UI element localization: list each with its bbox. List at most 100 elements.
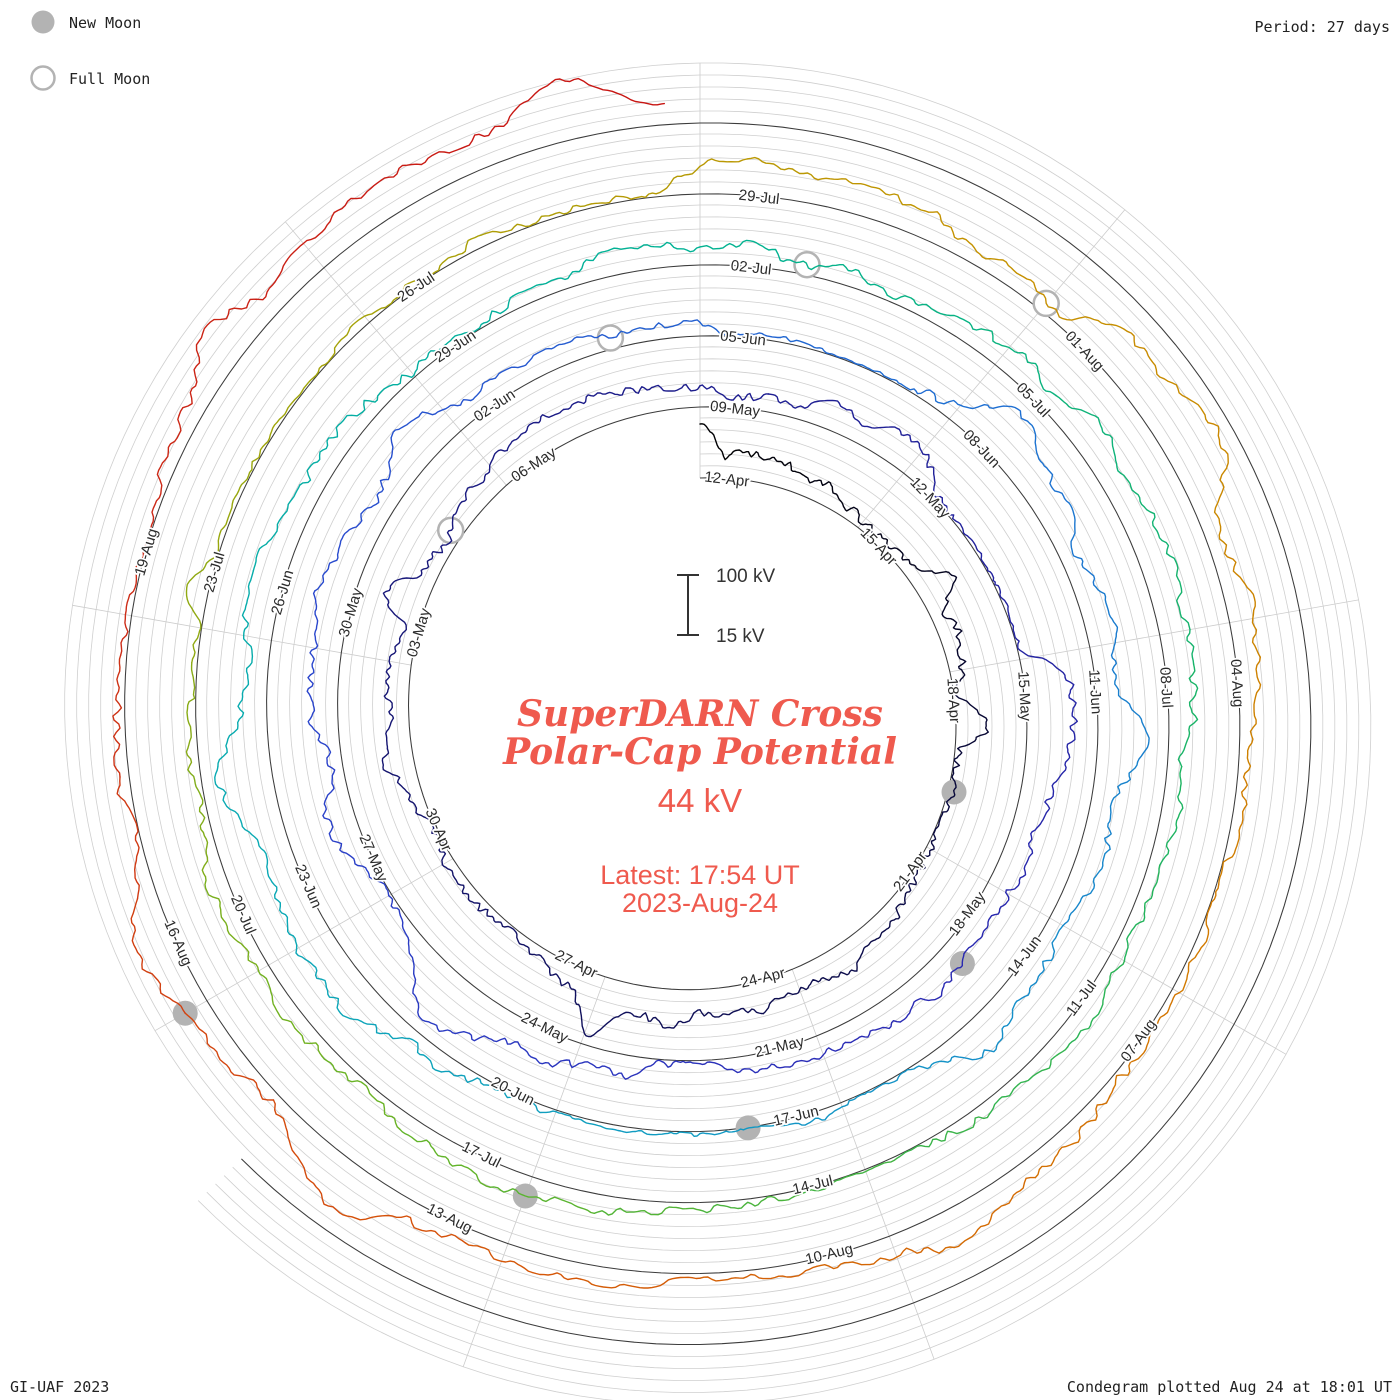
potential-trace-segment [699, 423, 757, 461]
kv-gridline-spiral [88, 86, 1348, 1381]
potential-trace [112, 77, 1262, 1289]
potential-trace-segment [1062, 848, 1111, 927]
potential-trace-segment [699, 1007, 764, 1018]
potential-trace-segment [257, 970, 323, 1057]
potential-trace-segment [699, 1124, 788, 1136]
potential-trace-segment [988, 1046, 1069, 1115]
potential-trace-segment [980, 328, 1057, 397]
potential-trace-segment [896, 1113, 990, 1159]
full-moon-icon [30, 65, 56, 91]
potential-trace-segment [941, 497, 983, 555]
date-label: 15-May [1014, 671, 1034, 722]
potential-trace-segment [295, 948, 362, 1022]
potential-trace-segment [562, 387, 631, 411]
date-label: 11-Jun [1085, 669, 1105, 715]
period-label: Period: 27 days [1255, 18, 1390, 36]
chart-title-line2: Polar-Cap Potential [502, 731, 897, 773]
potential-trace-segment [755, 451, 808, 478]
potential-trace-segment [461, 449, 508, 503]
potential-trace-segment [415, 807, 447, 866]
potential-trace-segment [590, 165, 701, 205]
potential-trace-segment [622, 1059, 701, 1080]
grid-spoke [857, 209, 1126, 528]
potential-trace-segment [428, 501, 463, 561]
potential-trace-segment [844, 1006, 913, 1044]
potential-trace-segment [699, 156, 815, 179]
potential-trace-segment [593, 1206, 701, 1216]
potential-trace-segment [762, 979, 819, 1015]
scale-bar: 100 kV 15 kV [677, 566, 775, 647]
potential-trace-segment [963, 891, 1010, 955]
scale-max-label: 100 kV [716, 566, 775, 587]
potential-trace-segment [388, 895, 415, 975]
potential-trace-segment [699, 239, 798, 264]
latest-value: 44 kV [658, 782, 742, 819]
potential-trace-segment [1066, 960, 1126, 1048]
potential-trace-segment [333, 151, 450, 214]
potential-trace-segment [381, 748, 418, 809]
potential-trace-segment [464, 1242, 581, 1281]
potential-trace-segment [512, 251, 603, 297]
potential-trace-segment [980, 552, 1010, 617]
potential-trace-segment [204, 876, 260, 972]
potential-trace-segment [950, 743, 970, 799]
potential-trace-segment [361, 350, 436, 413]
potential-trace-segment [147, 414, 182, 538]
potential-trace-segment [112, 654, 123, 778]
potential-trace-segment [322, 754, 336, 837]
potential-trace-segment [245, 211, 335, 309]
baseline-spiral [124, 122, 1312, 1346]
potential-trace-segment [309, 590, 319, 676]
potential-trace-segment [120, 536, 150, 656]
potential-trace-segment [1095, 586, 1119, 674]
potential-trace-segment [930, 796, 952, 851]
potential-trace-segment [448, 78, 566, 154]
potential-trace-segment [130, 898, 186, 1014]
potential-trace-segment [924, 210, 1021, 276]
potential-trace-segment [611, 1128, 701, 1137]
potential-trace-segment [1113, 671, 1150, 763]
potential-trace-segment [1034, 1087, 1115, 1179]
grid-spoke [154, 858, 454, 1032]
kv-gridline-spiral [112, 110, 1324, 1357]
potential-trace-segment [904, 849, 933, 902]
spiral-gridlines [64, 62, 1372, 1400]
potential-trace-segment [252, 484, 301, 572]
potential-trace-segment [1178, 883, 1220, 994]
potential-trace-segment [629, 383, 701, 394]
date-label: 02-Jul [730, 257, 773, 279]
potential-trace-segment [699, 321, 782, 339]
potential-trace-segment [600, 241, 701, 253]
potential-trace-segment [360, 437, 394, 522]
potential-trace-segment [1104, 761, 1139, 850]
center-annotation: SuperDARN Cross Polar-Cap Potential 44 k… [502, 693, 897, 918]
potential-trace-segment [317, 297, 398, 373]
grid-spoke [791, 969, 935, 1360]
latest-time-label: Latest: 17:54 UT [600, 860, 800, 890]
potential-trace-segment [933, 392, 1029, 422]
potential-trace-segment [1218, 772, 1248, 886]
potential-trace-segment [579, 1276, 701, 1289]
potential-trace-segment [816, 1246, 940, 1270]
potential-trace-segment [213, 458, 257, 559]
new-moon-label: New Moon [69, 14, 141, 32]
potential-trace-segment [1159, 765, 1184, 867]
potential-trace-segment [184, 1012, 275, 1101]
potential-trace-segment [953, 688, 989, 745]
potential-trace-segment [1064, 676, 1078, 756]
credit-label: GI-UAF 2023 [10, 1378, 109, 1396]
potential-trace-segment [838, 402, 905, 437]
grid-spoke [284, 221, 507, 486]
full-moon-label: Full Moon [69, 70, 150, 88]
potential-trace-segment [773, 1041, 846, 1069]
potential-trace-segment [441, 864, 486, 912]
potential-trace-segment [800, 1157, 898, 1195]
potential-trace-segment [506, 408, 565, 452]
potential-trace-segment [527, 1100, 613, 1130]
potential-trace-segment [178, 307, 248, 416]
potential-trace-segment [544, 1059, 624, 1078]
potential-trace-segment [618, 319, 701, 335]
potential-trace-segment [699, 1192, 803, 1214]
